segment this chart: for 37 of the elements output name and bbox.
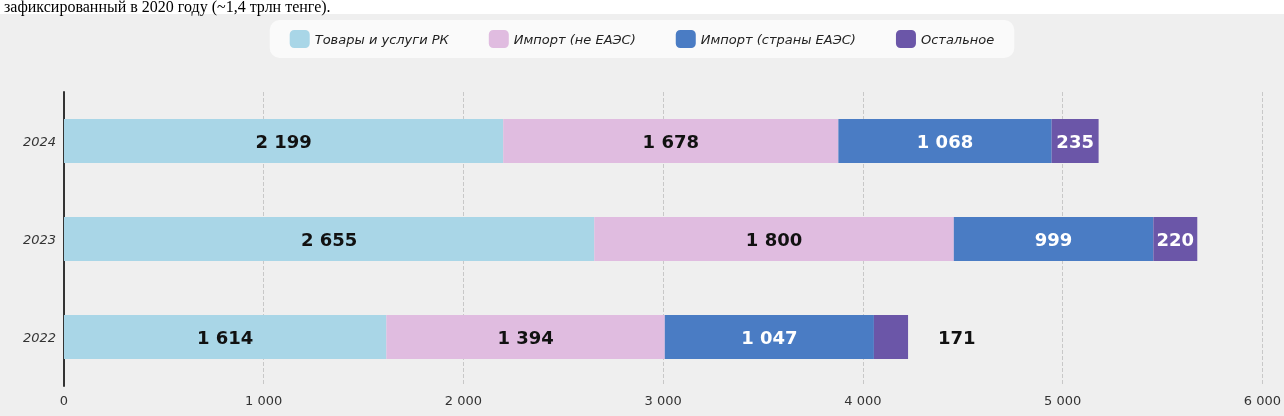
- bar: [64, 119, 504, 163]
- bar: [953, 217, 1154, 261]
- x-tick-label: 5 000: [1044, 393, 1082, 408]
- data-label: 171: [938, 326, 976, 348]
- data-label: 2 199: [255, 130, 312, 152]
- legend-label: Остальное: [920, 31, 995, 47]
- y-tick-label: 2022: [22, 329, 56, 345]
- bar: [386, 315, 665, 359]
- x-tick-label: 1 000: [245, 393, 283, 408]
- data-label: 1 614: [197, 326, 254, 348]
- data-label: 1 068: [916, 130, 974, 152]
- data-label: 235: [1056, 130, 1094, 152]
- y-tick-label: 2024: [22, 133, 56, 149]
- bar: [594, 217, 954, 261]
- bar: [64, 315, 387, 359]
- x-tick-label: 6 000: [1243, 393, 1281, 408]
- data-label: 1 800: [745, 228, 803, 250]
- legend-label: Импорт (страны ЕАЭС): [700, 31, 856, 47]
- text: зафиксированный в 2020 году (~1,4 трлн тенге).: [3, 0, 332, 15]
- data-label: 220: [1156, 228, 1195, 250]
- data-label: 1 394: [497, 326, 554, 348]
- x-tick-label: 4 000: [844, 393, 882, 408]
- bar: [503, 119, 839, 163]
- data-label: 1 047: [741, 326, 798, 348]
- data-label: 999: [1034, 228, 1073, 250]
- bar: [664, 315, 874, 359]
- x-tick-label: 2 000: [444, 393, 483, 408]
- bar: [64, 217, 595, 261]
- x-tick-label: 3 000: [644, 393, 682, 408]
- legend-label: Импорт (не ЕАЭС): [513, 31, 636, 47]
- bar: [873, 315, 909, 359]
- data-label: 2 655: [300, 228, 358, 250]
- legend-label: Товары и услуги РК: [314, 31, 450, 47]
- data-label: 1 678: [642, 130, 699, 152]
- bar: [838, 119, 1052, 163]
- y-tick-label: 2023: [22, 231, 56, 247]
- x-tick-label: 0: [59, 393, 69, 408]
